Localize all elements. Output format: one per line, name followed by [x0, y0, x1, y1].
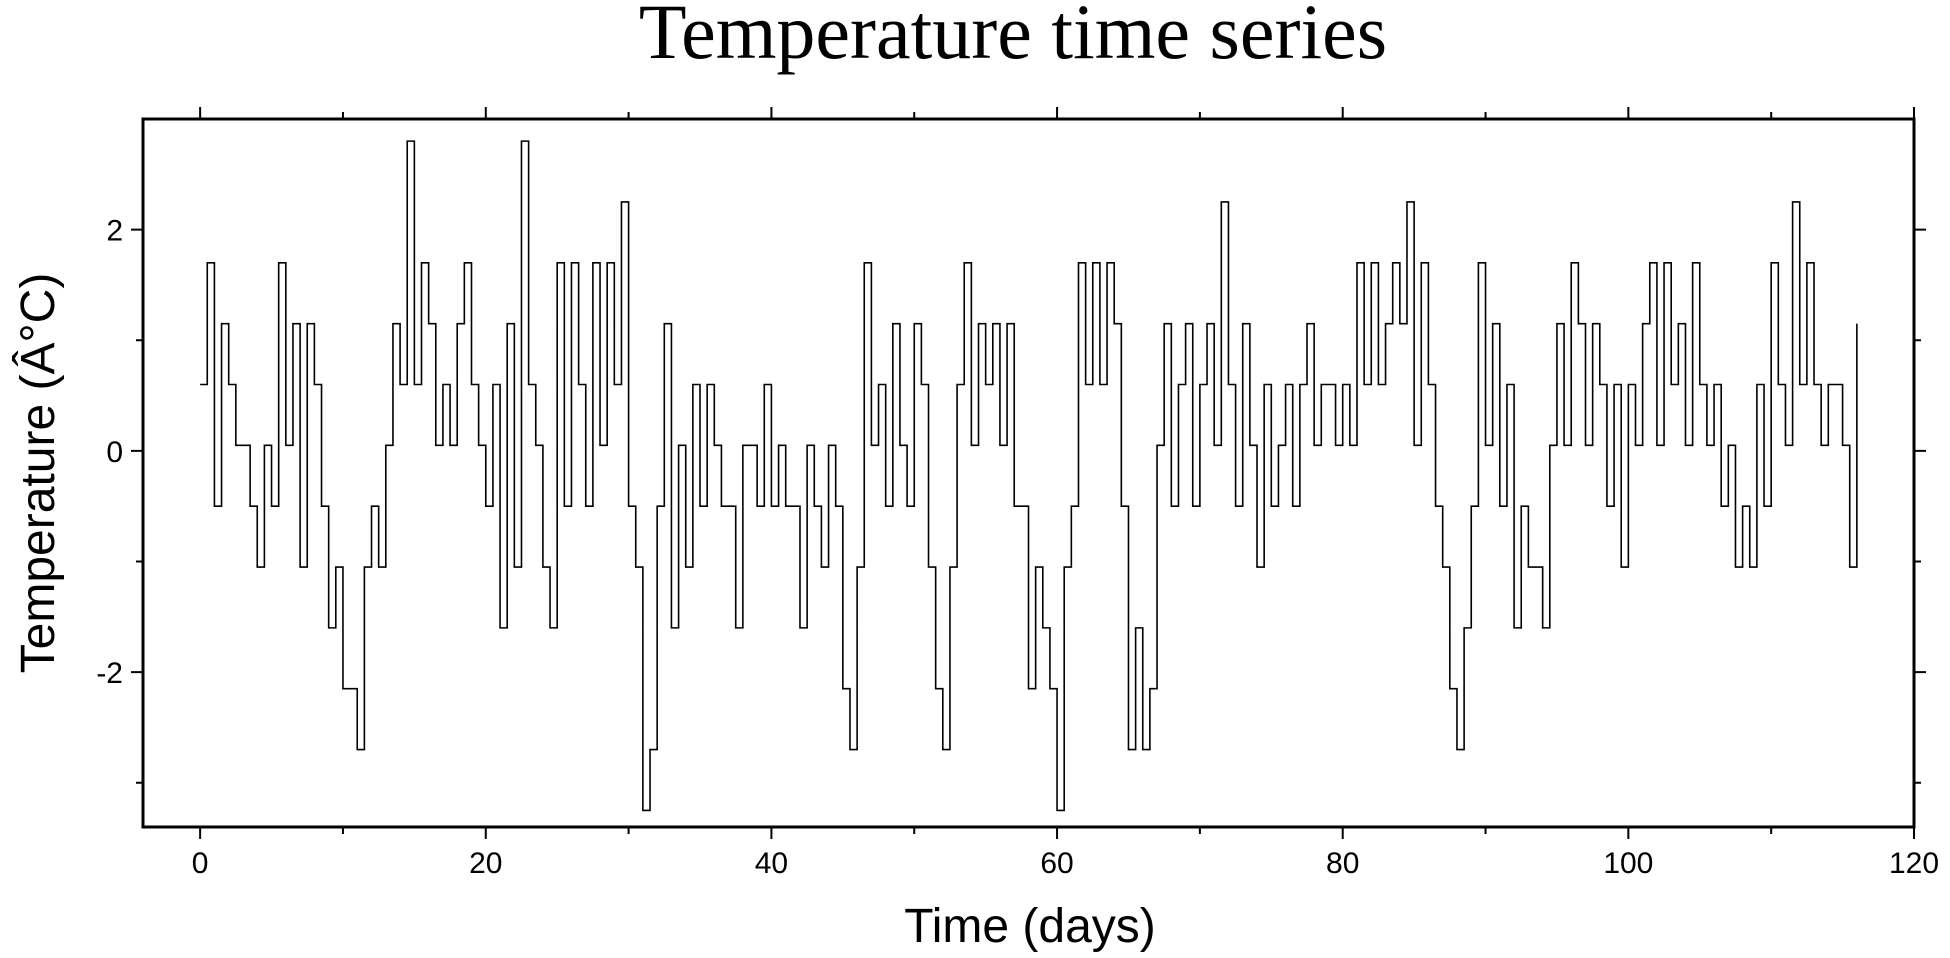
- x-tick-label: 40: [755, 847, 788, 880]
- x-tick-label: 120: [1889, 847, 1939, 880]
- x-tick-label: 20: [469, 847, 502, 880]
- x-tick-label: 100: [1603, 847, 1653, 880]
- y-tick-label: 2: [106, 215, 123, 248]
- x-tick-label: 80: [1326, 847, 1359, 880]
- x-tick-label: 0: [192, 847, 209, 880]
- x-axis-label: Time (days): [904, 900, 1156, 953]
- chart-title: Temperature time series: [639, 0, 1387, 75]
- plot-frame: [141, 117, 1916, 829]
- x-tick-label: 60: [1040, 847, 1073, 880]
- temperature-line: [200, 140, 1858, 812]
- y-tick-label: 0: [106, 436, 123, 469]
- y-axis-label: Temperature (Â°C): [12, 273, 65, 674]
- y-tick-label: -2: [96, 657, 123, 690]
